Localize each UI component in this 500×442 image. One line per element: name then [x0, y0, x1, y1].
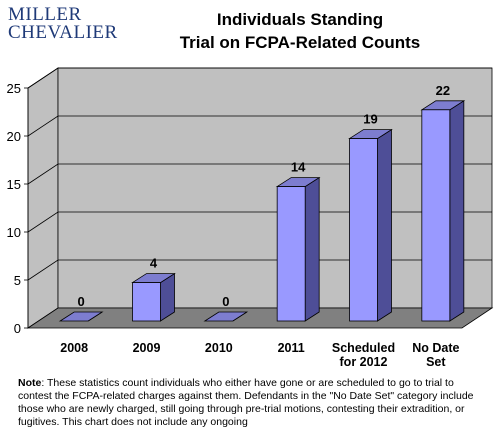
chart-walls: [26, 67, 494, 329]
value-label: 14: [291, 160, 306, 175]
bar: [275, 176, 321, 322]
gridline: [27, 67, 492, 89]
bar-top: [203, 311, 249, 322]
bar-front: [421, 109, 451, 322]
bar-top: [58, 311, 104, 322]
footnote-label: Note: [18, 377, 42, 389]
bar-front: [276, 186, 306, 322]
side-wall: [27, 67, 59, 329]
logo-line-2: CHEVALIER: [8, 22, 118, 43]
footnote-text: : These statistics count individuals who…: [18, 377, 474, 428]
value-label: 0: [78, 294, 85, 309]
bar-side: [304, 176, 320, 322]
logo-line-1: MILLER: [8, 4, 82, 25]
gridline: [27, 211, 492, 233]
back-wall: [57, 67, 493, 309]
x-tick-label: 2008: [60, 341, 88, 355]
y-tick-label: 15: [7, 177, 21, 192]
x-axis: 2008 2009 2010 2011 Scheduled for 2012 No Date…: [60, 341, 459, 369]
footnote: Note: These statistics count individuals…: [18, 377, 488, 429]
bar: [203, 311, 249, 322]
chart-title: Individuals Standing Trial on FCPA-Relat…: [130, 8, 470, 54]
y-tick-label: 0: [14, 321, 21, 336]
x-tick-label-line: 2011: [278, 341, 305, 355]
bar-front: [349, 138, 378, 322]
gridline: [27, 259, 492, 281]
x-tick-label: No Date Set: [412, 341, 459, 369]
bars: [58, 100, 466, 322]
x-tick-label-line: 2010: [205, 341, 233, 355]
bar: [420, 100, 466, 322]
x-tick-label-line: for 2012: [340, 355, 388, 369]
value-label: 19: [363, 112, 377, 127]
bar-side: [377, 128, 392, 322]
value-labels: 0 4 0 14 19 22: [78, 83, 451, 309]
bar-side: [449, 100, 465, 322]
x-tick-label-line: Set: [426, 355, 446, 369]
x-tick-label-line: 2008: [60, 341, 88, 355]
gridline: [27, 115, 492, 137]
gridlines: [27, 67, 492, 281]
x-tick-label-line: Scheduled: [332, 341, 395, 355]
y-tick-label: 10: [7, 225, 21, 240]
value-label: 22: [436, 83, 450, 98]
value-label: 0: [222, 294, 229, 309]
y-tick-label: 25: [7, 81, 21, 96]
bar-front: [132, 282, 161, 322]
x-tick-label-line: 2009: [133, 341, 161, 355]
chart-title-line-2: Trial on FCPA-Related Counts: [179, 33, 421, 52]
miller-chevalier-logo: MILLER CHEVALIER: [8, 4, 126, 43]
y-tick-label: 5: [14, 273, 21, 288]
x-tick-label-line: No Date: [412, 341, 459, 355]
gridline: [27, 163, 492, 185]
value-label: 4: [150, 256, 158, 271]
bar: [131, 272, 176, 322]
bar: [348, 128, 393, 322]
chart-title-line-1: Individuals Standing: [216, 10, 384, 29]
x-tick-label: 2010: [205, 341, 233, 355]
bar: [58, 311, 104, 322]
x-tick-label: 2009: [133, 341, 161, 355]
y-axis: 0 5 10 15 20 25: [7, 81, 29, 336]
x-tick-label: Scheduled for 2012: [332, 341, 395, 369]
y-tick-label: 20: [7, 129, 21, 144]
x-tick-label: 2011: [278, 341, 305, 355]
